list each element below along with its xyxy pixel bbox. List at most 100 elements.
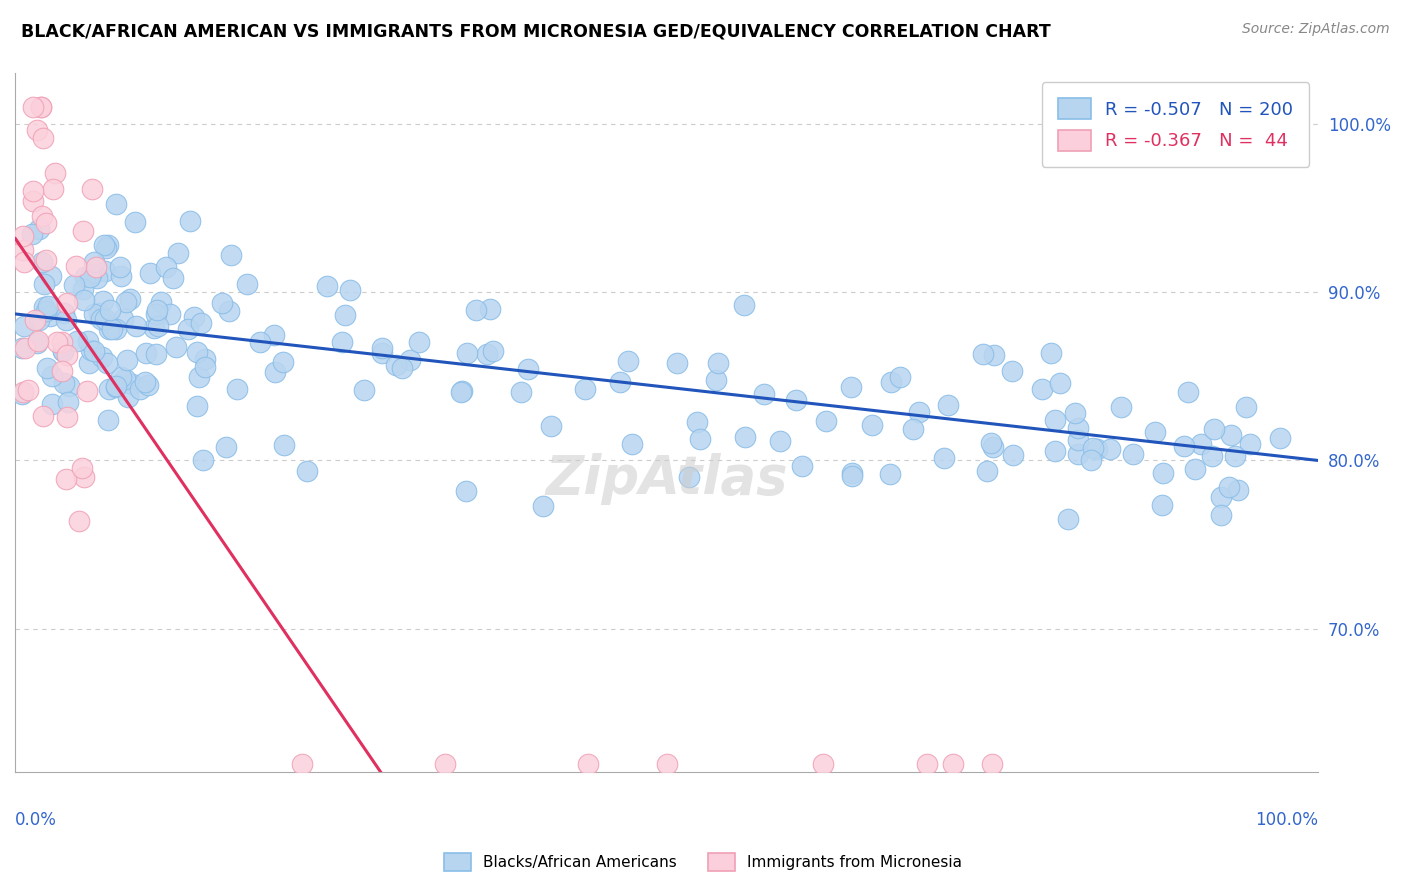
Point — [22, 184, 45, 198]
Point — [39, 309, 62, 323]
Point — [879, 467, 901, 481]
Point — [97, 413, 120, 427]
Point — [1081, 441, 1104, 455]
Point — [73, 293, 96, 308]
Point — [972, 347, 994, 361]
Point — [186, 399, 208, 413]
Point — [456, 346, 478, 360]
Point — [41, 397, 63, 411]
Point — [1220, 428, 1243, 442]
Point — [80, 182, 103, 196]
Point — [124, 214, 146, 228]
Point — [980, 436, 1002, 450]
Point — [35, 304, 58, 318]
Point — [67, 514, 90, 528]
Point — [31, 209, 53, 223]
Point — [332, 334, 354, 349]
Point — [110, 370, 132, 384]
Point — [13, 341, 35, 355]
Point — [10, 341, 32, 355]
Point — [89, 306, 111, 320]
Point — [162, 271, 184, 285]
Point — [136, 378, 159, 392]
Point — [678, 470, 700, 484]
Point — [55, 312, 77, 326]
Point — [706, 356, 728, 370]
Point — [1099, 442, 1122, 457]
Point — [63, 278, 86, 293]
Point — [35, 216, 58, 230]
Point — [704, 373, 727, 387]
Point — [408, 335, 430, 350]
Point — [110, 268, 132, 283]
Text: ZipAtlas: ZipAtlas — [546, 452, 787, 505]
Point — [135, 346, 157, 360]
Point — [531, 499, 554, 513]
Point — [32, 409, 55, 423]
Point — [193, 452, 215, 467]
Point — [22, 100, 45, 114]
Point — [41, 182, 63, 196]
Point — [297, 464, 319, 478]
Point — [53, 376, 76, 391]
Point — [1152, 466, 1174, 480]
Point — [1085, 442, 1108, 456]
Point — [811, 756, 834, 771]
Point — [128, 383, 150, 397]
Point — [10, 386, 32, 401]
Point — [218, 303, 240, 318]
Point — [1067, 420, 1090, 434]
Point — [80, 267, 103, 281]
Point — [540, 418, 562, 433]
Point — [917, 756, 939, 771]
Point — [34, 252, 56, 267]
Point — [733, 298, 755, 312]
Legend: R = -0.507   N = 200, R = -0.367   N =  44: R = -0.507 N = 200, R = -0.367 N = 44 — [1042, 82, 1309, 167]
Point — [100, 320, 122, 334]
Point — [1001, 364, 1024, 378]
Text: 0.0%: 0.0% — [15, 811, 56, 829]
Point — [578, 756, 600, 771]
Point — [145, 347, 167, 361]
Point — [76, 384, 98, 398]
Point — [98, 382, 121, 396]
Point — [1143, 425, 1166, 439]
Point — [1067, 447, 1090, 461]
Legend: Blacks/African Americans, Immigrants from Micronesia: Blacks/African Americans, Immigrants fro… — [437, 847, 969, 877]
Point — [1049, 376, 1071, 390]
Point — [138, 266, 160, 280]
Point — [981, 440, 1004, 454]
Point — [976, 464, 998, 478]
Point — [451, 384, 474, 398]
Point — [143, 321, 166, 335]
Point — [1268, 431, 1291, 445]
Point — [752, 387, 775, 401]
Point — [814, 414, 837, 428]
Point — [880, 375, 903, 389]
Point — [186, 344, 208, 359]
Point — [333, 308, 356, 322]
Point — [56, 395, 79, 409]
Point — [1122, 447, 1144, 461]
Point — [28, 222, 51, 236]
Point — [1227, 483, 1250, 497]
Point — [792, 459, 814, 474]
Point — [120, 292, 142, 306]
Point — [31, 255, 53, 269]
Point — [1067, 433, 1090, 447]
Point — [932, 450, 955, 465]
Point — [686, 415, 709, 429]
Point — [371, 346, 394, 360]
Point — [183, 310, 205, 324]
Point — [1204, 422, 1226, 436]
Point — [785, 392, 807, 407]
Point — [35, 360, 58, 375]
Point — [21, 227, 44, 242]
Point — [1209, 508, 1232, 522]
Point — [339, 283, 361, 297]
Point — [981, 756, 1004, 771]
Point — [37, 299, 59, 313]
Point — [28, 313, 51, 327]
Point — [236, 277, 259, 292]
Point — [291, 756, 314, 771]
